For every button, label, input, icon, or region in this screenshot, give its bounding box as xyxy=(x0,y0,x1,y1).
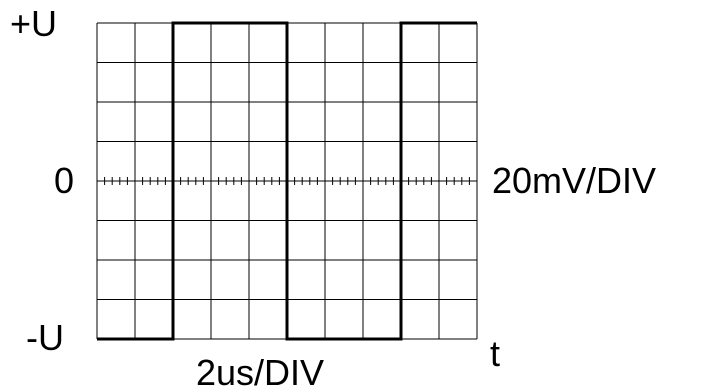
time-per-div-label: 2us/DIV xyxy=(196,352,324,390)
center-axis-ticks xyxy=(104,177,470,185)
y-label-minus-u: -U xyxy=(26,317,64,358)
y-label-plus-u: +U xyxy=(10,3,57,44)
square-wave-trace xyxy=(97,21,477,341)
volts-per-div-label: 20mV/DIV xyxy=(492,160,656,201)
time-axis-label: t xyxy=(490,333,500,374)
y-label-zero: 0 xyxy=(54,160,74,201)
